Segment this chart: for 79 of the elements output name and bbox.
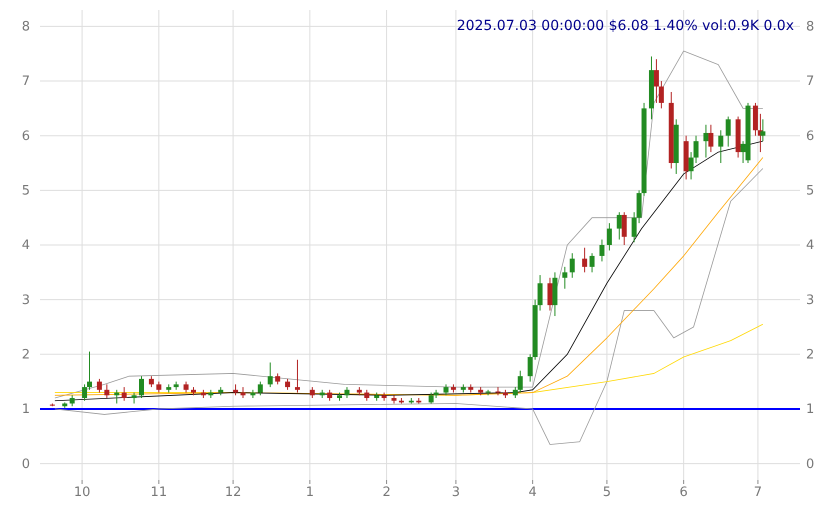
- candlestick: [562, 266, 568, 290]
- candlestick: [96, 378, 102, 394]
- y-tick-label: 8: [22, 20, 30, 35]
- y2-tick-label: 4: [806, 238, 814, 254]
- candlestick: [184, 381, 189, 394]
- candlestick: [547, 277, 552, 312]
- y2-tick-label: 0: [806, 456, 814, 472]
- x-tick-label: 12: [224, 485, 242, 500]
- x-tick-label: 5: [602, 485, 612, 500]
- x-tick-label: 1: [306, 485, 314, 500]
- candlestick: [268, 362, 273, 388]
- candlestick: [104, 384, 110, 399]
- candlestick: [139, 376, 144, 399]
- candlestick: [70, 394, 75, 407]
- line-series: [54, 50, 764, 398]
- candlestick: [590, 252, 595, 273]
- y-tick-label: 2: [22, 347, 30, 362]
- y2-tick-label: 6: [806, 128, 814, 144]
- candlestick: [760, 118, 766, 142]
- y-tick-label: 4: [22, 238, 30, 254]
- candlestick: [495, 386, 500, 396]
- x-tick-label: 2: [382, 485, 391, 500]
- x-tick-label: 10: [74, 485, 90, 500]
- candlestick: [622, 212, 627, 246]
- candlestick: [132, 392, 137, 404]
- y-tick-label: 5: [22, 184, 30, 199]
- y2-tick-label: 3: [806, 292, 814, 308]
- x-tick-label: 6: [680, 485, 688, 500]
- candlestick: [114, 389, 120, 404]
- candlestick: [443, 384, 448, 396]
- y2-tick-label: 8: [806, 20, 814, 35]
- y-tick-label: 3: [22, 292, 30, 308]
- candlestick: [606, 222, 612, 251]
- candlestick: [156, 381, 162, 394]
- x-tick-label: 7: [754, 485, 762, 500]
- candlestick: [275, 372, 280, 385]
- y-tick-label: 0: [22, 456, 30, 472]
- candlestick: [632, 212, 637, 243]
- candlestick: [344, 386, 350, 399]
- candlestick: [658, 80, 664, 109]
- candlestick: [82, 384, 88, 402]
- y2-tick-label: 5: [806, 184, 814, 199]
- candlestick: [654, 58, 659, 104]
- candlestick: [327, 389, 332, 402]
- y2-tick-label: 1: [806, 402, 814, 418]
- x-tick-label: 11: [150, 485, 168, 500]
- candlestick: [122, 386, 127, 402]
- candlestick: [518, 370, 523, 394]
- candlestick: [285, 378, 290, 390]
- y-tick-label: 6: [22, 128, 30, 144]
- y-tick-label: 1: [22, 402, 30, 418]
- text: 2025.07.03 00:00:00 $6.08 1.40% vol:0.9K 0.0x: [456, 18, 794, 34]
- candlestick: [233, 384, 238, 396]
- candlestick: [599, 239, 604, 262]
- candlestick: [258, 381, 263, 396]
- candlestick: [688, 152, 694, 180]
- x-tick-label: 4: [528, 485, 537, 500]
- candlestick: [528, 354, 533, 382]
- candlestick: [148, 376, 154, 388]
- candlestick: [512, 386, 518, 399]
- line-series: [54, 168, 764, 445]
- candlestick: [87, 351, 92, 390]
- candlestick: [582, 247, 588, 273]
- candlestick: [310, 386, 315, 399]
- candlestick: [718, 130, 724, 164]
- candlestick: [240, 386, 246, 399]
- candlestick: [726, 116, 731, 148]
- x-tick-label: 3: [452, 485, 460, 500]
- candlestick: [570, 252, 575, 278]
- candlestick: [694, 135, 699, 164]
- candlestick: [294, 359, 300, 394]
- y2-tick-label: 7: [806, 74, 814, 90]
- y-tick-label: 7: [22, 74, 30, 90]
- candlestick: [428, 392, 434, 404]
- candlestick: [708, 124, 714, 153]
- candlestick: [703, 124, 708, 158]
- candlestick: [364, 389, 370, 402]
- y2-tick-label: 2: [806, 347, 814, 362]
- candlestick: [538, 274, 543, 312]
